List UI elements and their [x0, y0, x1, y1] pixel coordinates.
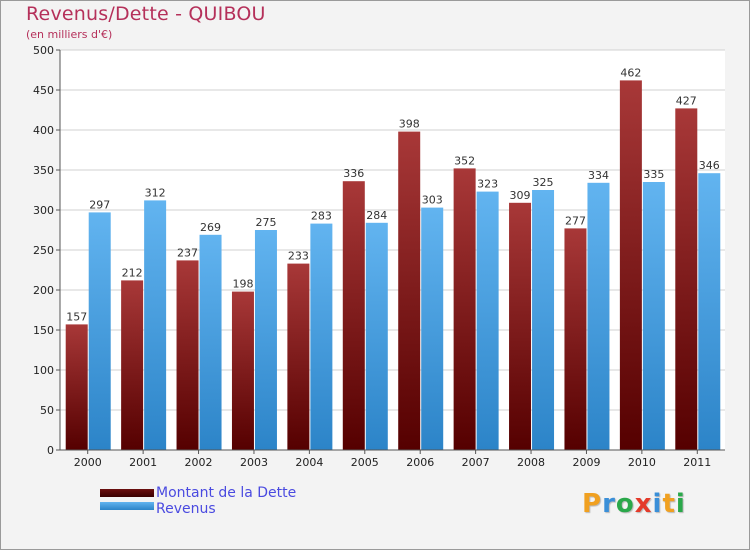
y-tick-label: 350	[33, 164, 54, 177]
data-label-debt: 352	[454, 154, 475, 167]
chart-subtitle: (en milliers d'€)	[26, 28, 113, 41]
y-tick-label: 300	[33, 204, 54, 217]
data-label-revenus: 346	[699, 159, 720, 172]
logo-letter: i	[675, 489, 686, 519]
logo-letter: t	[662, 489, 676, 519]
y-tick-label: 500	[33, 44, 54, 57]
y-tick-label: 50	[40, 404, 54, 417]
bar-debt-2007	[453, 168, 476, 450]
logo-letter: P	[582, 489, 603, 519]
x-tick-label: 2006	[406, 456, 434, 469]
x-tick-label: 2000	[74, 456, 102, 469]
bar-debt-2004	[287, 263, 310, 450]
data-label-debt: 398	[399, 118, 420, 131]
x-tick-label: 2007	[462, 456, 490, 469]
chart-title: Revenus/Dette - QUIBOU	[26, 3, 266, 25]
data-label-revenus: 275	[255, 216, 276, 229]
data-label-debt: 157	[66, 310, 87, 323]
legend-swatch-revenus	[100, 502, 154, 510]
bar-debt-2000	[65, 324, 88, 450]
data-label-debt: 462	[620, 66, 641, 79]
bar-revenus-2009	[587, 182, 610, 451]
bar-revenus-2010	[642, 182, 665, 450]
x-tick-label: 2009	[572, 456, 600, 469]
bar-revenus-2011	[698, 173, 721, 450]
data-label-debt: 212	[122, 266, 143, 279]
bar-revenus-2003	[254, 230, 277, 450]
bars-group	[65, 80, 721, 451]
bar-revenus-2008	[532, 190, 555, 450]
y-tick-label: 200	[33, 284, 54, 297]
y-tick-label: 450	[33, 84, 54, 97]
bar-revenus-2004	[310, 223, 333, 450]
gridlines	[60, 49, 725, 411]
data-label-debt: 233	[288, 250, 309, 263]
x-tick-label: 2003	[240, 456, 268, 469]
data-label-revenus: 297	[89, 198, 110, 211]
data-label-revenus: 334	[588, 169, 609, 182]
x-tick-label: 2008	[517, 456, 545, 469]
axis-ticks: 0 50 100 150 200 250 300 350 400 450 500 2000 2001 20…	[33, 44, 711, 469]
y-tick-label: 400	[33, 124, 54, 137]
bar-revenus-2001	[144, 200, 167, 450]
data-label-revenus: 283	[311, 210, 332, 223]
data-label-debt: 237	[177, 246, 198, 259]
legend-swatch-debt	[100, 489, 154, 497]
data-label-revenus: 303	[422, 194, 443, 207]
bar-revenus-2000	[88, 212, 111, 450]
bar-debt-2005	[342, 181, 365, 450]
data-label-revenus: 325	[533, 176, 554, 189]
logo-letter: i	[652, 489, 663, 519]
x-tick-label: 2004	[295, 456, 323, 469]
data-label-revenus: 335	[643, 168, 664, 181]
proxiti-logo: Proxiti	[582, 489, 686, 519]
bar-debt-2009	[564, 228, 587, 450]
logo-letter: x	[634, 489, 653, 519]
bar-revenus-2002	[199, 234, 222, 450]
y-tick-label: 150	[33, 324, 54, 337]
y-tick-label: 0	[47, 444, 54, 457]
data-label-debt: 277	[565, 214, 586, 227]
y-tick-label: 100	[33, 364, 54, 377]
data-label-debt: 427	[676, 94, 697, 107]
legend-label-debt: Montant de la Dette	[156, 485, 297, 501]
logo-letter: o	[615, 489, 635, 519]
data-label-revenus: 312	[145, 186, 166, 199]
y-tick-label: 250	[33, 244, 54, 257]
logo-letter: r	[602, 489, 616, 519]
data-label-debt: 309	[510, 189, 531, 202]
data-label-debt: 198	[232, 278, 253, 291]
bar-revenus-2005	[365, 222, 388, 450]
bar-debt-2003	[231, 291, 254, 450]
legend-label-revenus: Revenus	[156, 501, 216, 517]
x-tick-label: 2011	[683, 456, 711, 469]
bar-debt-2008	[509, 202, 532, 450]
bar-debt-2006	[398, 131, 421, 450]
bar-debt-2011	[675, 108, 698, 451]
data-label-revenus: 323	[477, 178, 498, 191]
x-tick-label: 2001	[129, 456, 157, 469]
x-tick-label: 2010	[628, 456, 656, 469]
data-label-revenus: 269	[200, 221, 221, 234]
data-label-revenus: 284	[366, 209, 387, 222]
bar-debt-2010	[619, 80, 642, 451]
data-label-debt: 336	[343, 167, 364, 180]
bar-debt-2002	[176, 260, 199, 450]
bar-revenus-2006	[421, 207, 444, 450]
x-tick-label: 2005	[351, 456, 379, 469]
bar-debt-2001	[121, 280, 144, 450]
x-tick-label: 2002	[185, 456, 213, 469]
bar-revenus-2007	[476, 191, 499, 450]
